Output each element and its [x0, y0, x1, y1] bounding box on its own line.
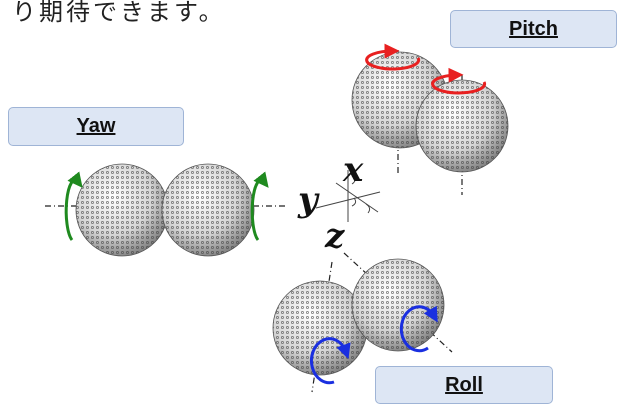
rotation-arrow-icon — [399, 305, 438, 353]
axis-label-x: x — [343, 150, 364, 190]
rotation-arrow-icon — [310, 337, 351, 385]
roll-sphere-group — [272, 252, 453, 393]
axis-label-y: y — [298, 180, 318, 220]
rotation-arrow-icon — [64, 171, 83, 241]
axes-triad — [315, 170, 381, 222]
mesh-sphere-icon — [75, 163, 169, 257]
rotation-arrow-icon — [365, 43, 421, 71]
yaw-label: Yaw — [8, 107, 184, 146]
mesh-sphere-icon — [161, 163, 255, 257]
rotation-arrow-icon — [431, 67, 487, 95]
caption-text: り期待できます。 — [12, 0, 226, 26]
mesh-sphere-icon — [351, 258, 445, 352]
axis-label-z: z — [325, 216, 345, 256]
yaw-sphere-group — [45, 163, 285, 257]
rotation-arrow-icon — [250, 171, 269, 241]
roll-axis-line-right — [343, 252, 453, 353]
pitch-sphere-group — [351, 43, 509, 195]
roll-label: Roll — [375, 366, 553, 404]
pitch-label: Pitch — [450, 10, 617, 48]
